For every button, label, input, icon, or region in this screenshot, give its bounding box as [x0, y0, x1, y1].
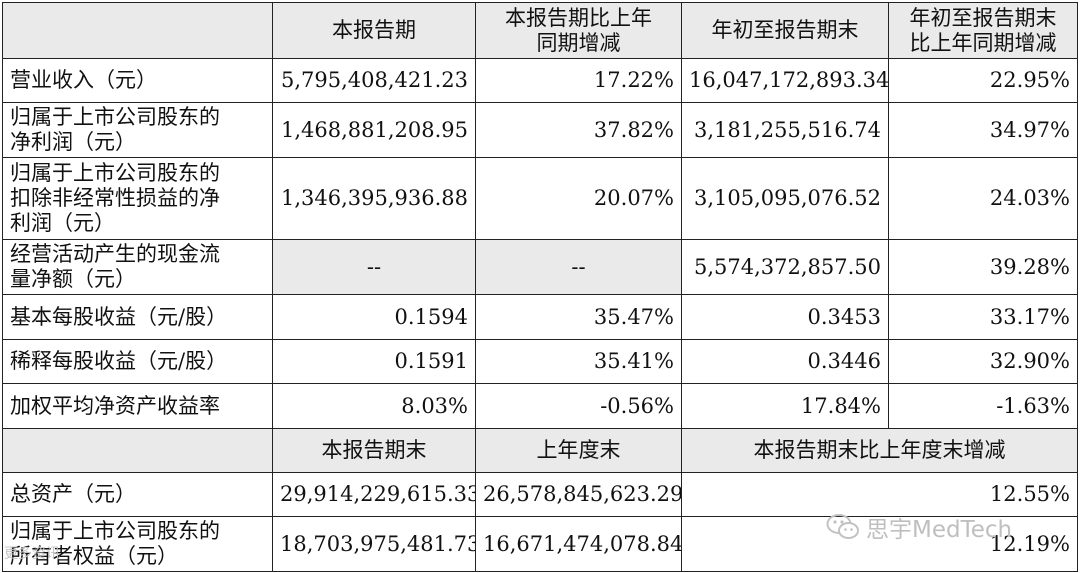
value-cell: 32.90% — [888, 339, 1078, 384]
header-line: 年初至报告期末 — [909, 5, 1057, 30]
table-row: 基本每股收益（元/股） 0.1594 35.47% 0.3453 33.17% — [2, 294, 1078, 340]
row-label: 归属于上市公司股东的 所有者权益（元） — [2, 516, 273, 572]
header-corner-cell — [2, 428, 273, 473]
value-cell: 35.47% — [475, 294, 682, 340]
table-row: 稀释每股收益（元/股） 0.1591 35.41% 0.3446 32.90% — [2, 339, 1078, 384]
value-cell: 5,574,372,857.50 — [681, 239, 889, 295]
value-cell: 33.17% — [888, 294, 1078, 340]
row-label-line: 归属于上市公司股东的 — [10, 161, 220, 185]
row-label-line: 归属于上市公司股东的 — [10, 105, 220, 129]
table-row: 加权平均净资产收益率 8.03% -0.56% 17.84% -1.63% — [2, 383, 1078, 429]
corner-watermark: 更多资讯 — [4, 546, 60, 562]
wechat-watermark: 思宇MedTech — [826, 510, 1012, 544]
header-ytd-yoy: 年初至报告期末 比上年同期增减 — [888, 2, 1078, 59]
value-cell: 0.3446 — [681, 339, 889, 384]
value-cell: 39.28% — [888, 239, 1078, 295]
header-line: 同期增减 — [536, 30, 621, 55]
value-cell: 16,671,474,078.84 — [475, 516, 682, 572]
value-cell: 17.22% — [475, 58, 682, 103]
watermark-text: 思宇MedTech — [866, 517, 1013, 543]
value-cell: 5,795,408,421.23 — [272, 58, 476, 103]
row-label-line: 经营活动产生的现金流 — [10, 242, 220, 266]
table-row: 经营活动产生的现金流 量净额（元） -- -- 5,574,372,857.50… — [2, 239, 1078, 295]
table-row: 归属于上市公司股东的 所有者权益（元） 18,703,975,481.73 16… — [2, 516, 1078, 572]
value-cell: 37.82% — [475, 102, 682, 158]
value-cell: 22.95% — [888, 58, 1078, 103]
value-cell: 8.03% — [272, 383, 476, 429]
value-cell: 20.07% — [475, 157, 682, 240]
row-label: 总资产（元） — [2, 472, 273, 517]
value-cell: 0.1591 — [272, 339, 476, 384]
row-label: 归属于上市公司股东的 扣除非经常性损益的净 利润（元） — [2, 157, 273, 240]
row-label-line: 量净额（元） — [10, 267, 136, 291]
header-period-end-change: 本报告期末比上年度末增减 — [681, 428, 1078, 473]
row-label: 基本每股收益（元/股） — [2, 294, 273, 340]
row-label-line: 基本每股收益（元/股） — [10, 304, 228, 329]
value-cell: -1.63% — [888, 383, 1078, 429]
value-cell: -0.56% — [475, 383, 682, 429]
row-label-line: 扣除非经常性损益的净 — [10, 186, 220, 210]
header-row-2: 本报告期末 上年度末 本报告期末比上年度末增减 — [2, 428, 1078, 473]
row-label-line: 净利润（元） — [10, 130, 136, 154]
value-cell: 0.1594 — [272, 294, 476, 340]
wechat-icon — [826, 513, 860, 541]
table-row: 归属于上市公司股东的 扣除非经常性损益的净 利润（元） 1,346,395,93… — [2, 157, 1078, 240]
row-label-line: 归属于上市公司股东的 — [10, 519, 220, 543]
value-cell: 1,346,395,936.88 — [272, 157, 476, 240]
row-label: 归属于上市公司股东的 净利润（元） — [2, 102, 273, 158]
header-ytd: 年初至报告期末 — [681, 2, 889, 59]
value-cell: 0.3453 — [681, 294, 889, 340]
value-cell: 34.97% — [888, 102, 1078, 158]
value-cell: 35.41% — [475, 339, 682, 384]
row-label: 经营活动产生的现金流 量净额（元） — [2, 239, 273, 295]
header-prior-year-end: 上年度末 — [475, 428, 682, 473]
header-period-end: 本报告期末 — [272, 428, 476, 473]
header-line: 本报告期比上年 — [505, 5, 652, 30]
value-cell: 18,703,975,481.73 — [272, 516, 476, 572]
value-cell: 29,914,229,615.33 — [272, 472, 476, 517]
row-label: 营业收入（元） — [2, 58, 273, 103]
header-corner-cell — [2, 2, 273, 59]
value-cell: 1,468,881,208.95 — [272, 102, 476, 158]
value-cell: 26,578,845,623.29 — [475, 472, 682, 517]
value-cell: 17.84% — [681, 383, 889, 429]
row-label-line: 营业收入（元） — [10, 68, 157, 92]
value-cell: -- — [475, 239, 682, 295]
row-label: 稀释每股收益（元/股） — [2, 339, 273, 384]
header-line: 比上年同期增减 — [909, 30, 1057, 55]
row-label-line: 所有者权益（元） — [10, 544, 178, 568]
row-label: 加权平均净资产收益率 — [2, 383, 273, 429]
value-cell: 3,105,095,076.52 — [681, 157, 889, 240]
row-label-line: 加权平均净资产收益率 — [10, 393, 220, 418]
header-current-period-yoy: 本报告期比上年 同期增减 — [475, 2, 682, 59]
header-current-period: 本报告期 — [272, 2, 476, 59]
value-cell: 24.03% — [888, 157, 1078, 240]
table-row: 营业收入（元） 5,795,408,421.23 17.22% 16,047,1… — [2, 58, 1078, 103]
header-row: 本报告期 本报告期比上年 同期增减 年初至报告期末 年初至报告期末 比上年同期增… — [2, 2, 1078, 59]
value-cell: -- — [272, 239, 476, 295]
row-label-line: 总资产（元） — [10, 482, 136, 506]
table-row: 归属于上市公司股东的 净利润（元） 1,468,881,208.95 37.82… — [2, 102, 1078, 158]
row-label-line: 稀释每股收益（元/股） — [10, 349, 228, 373]
value-cell: 16,047,172,893.34 — [681, 58, 889, 103]
row-label-line: 利润（元） — [10, 211, 115, 235]
value-cell: 12.19% — [681, 516, 1078, 572]
value-cell: 3,181,255,516.74 — [681, 102, 889, 158]
